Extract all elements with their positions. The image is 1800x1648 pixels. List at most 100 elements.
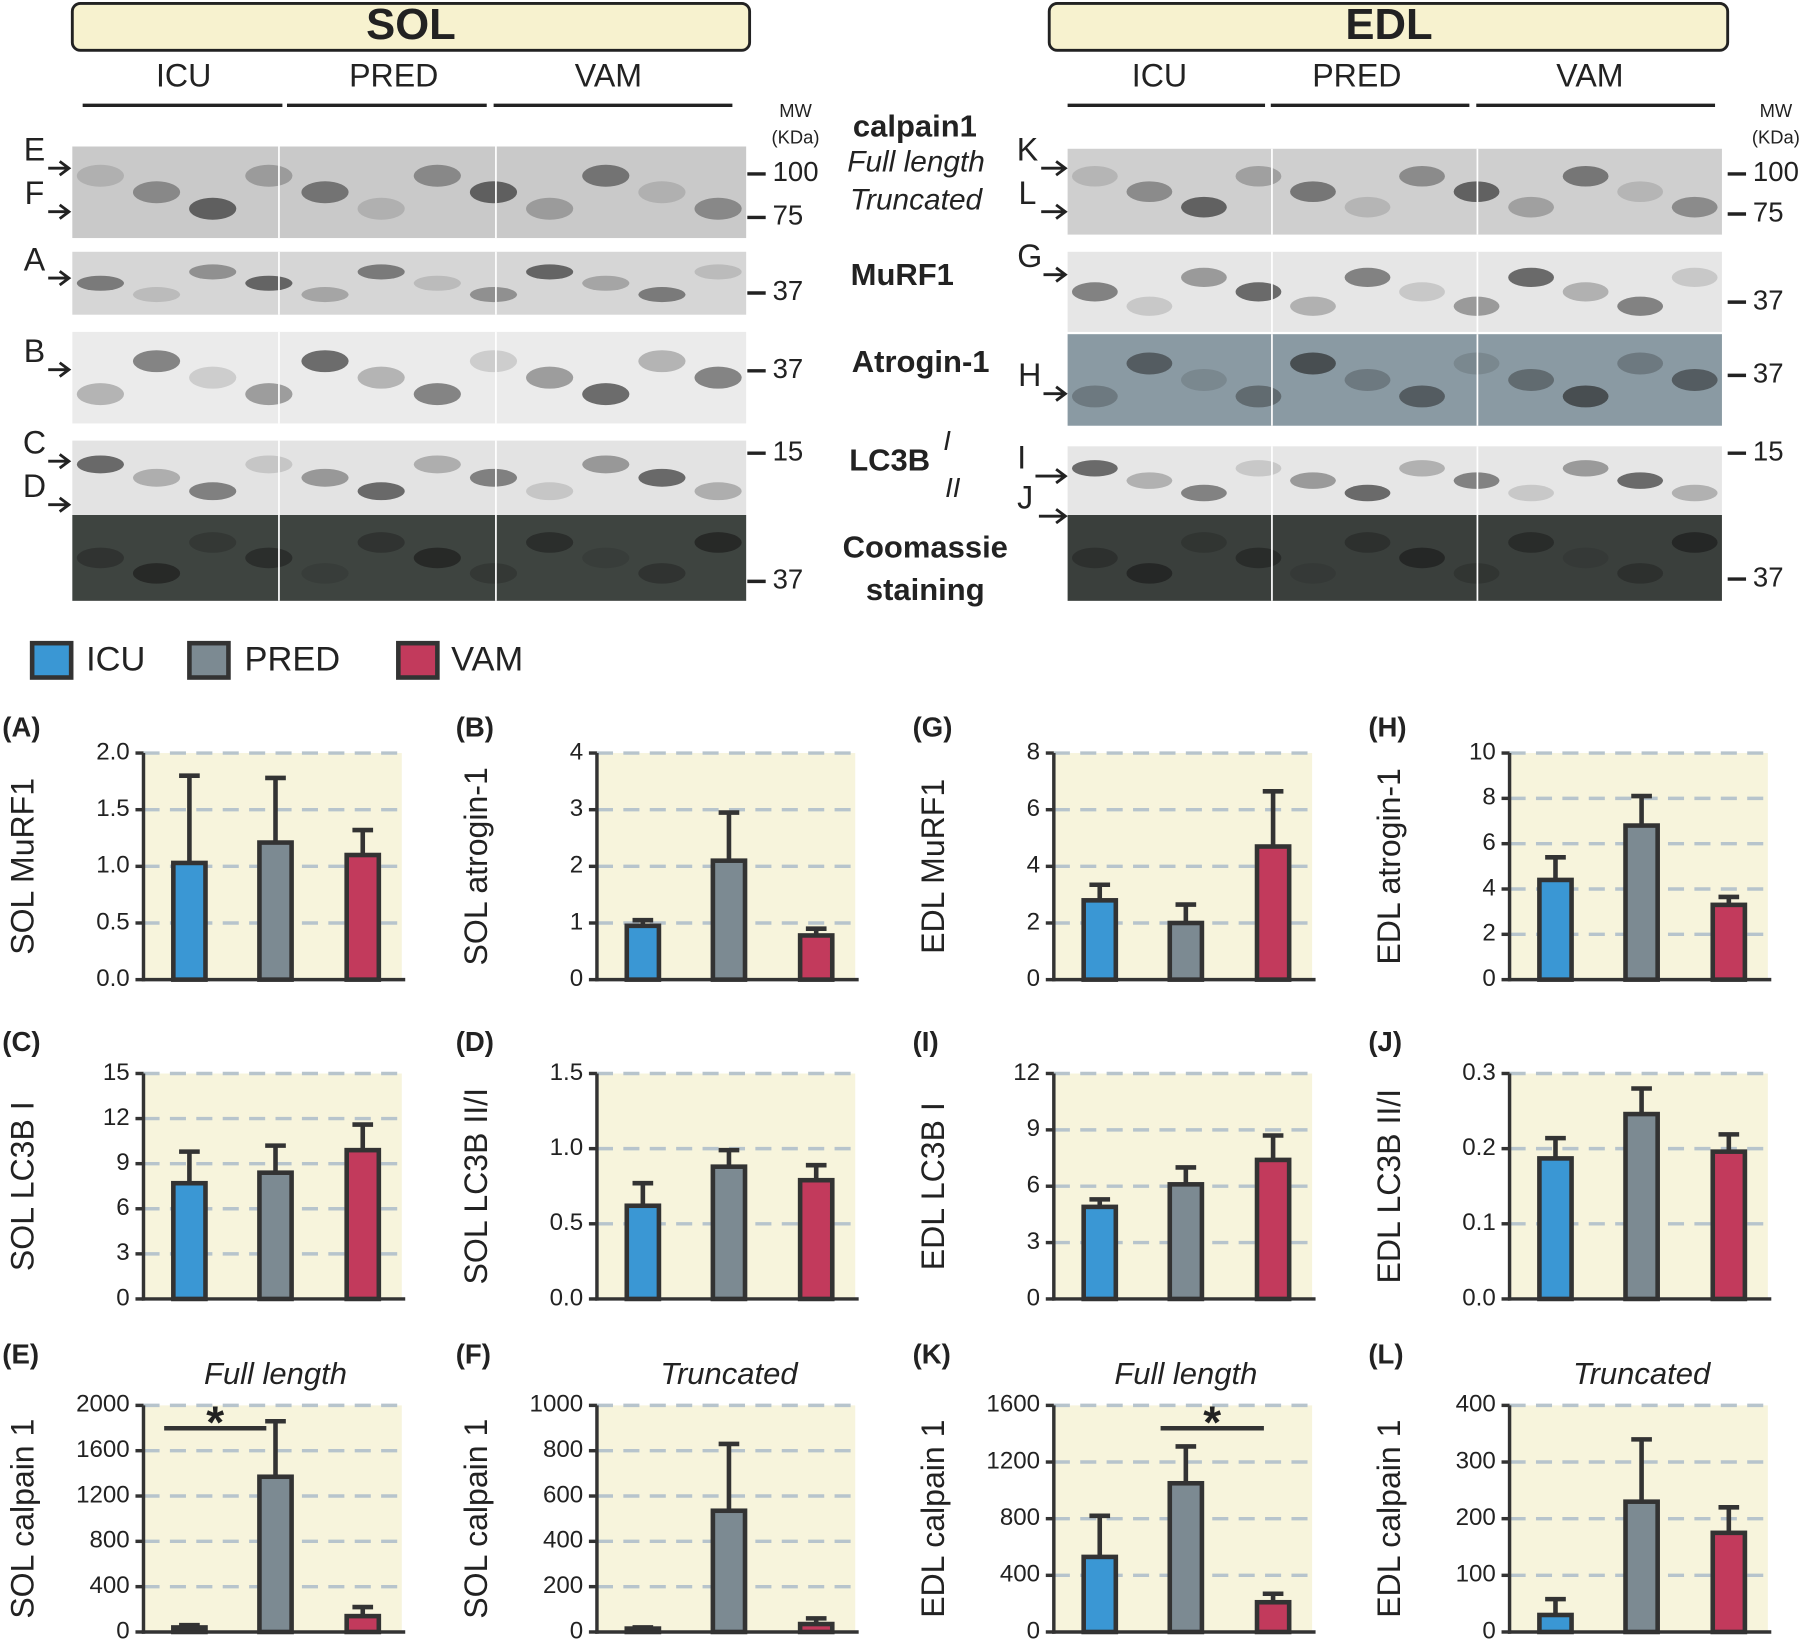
y-tick-label: 3 bbox=[570, 795, 583, 822]
y-tick-label: 6 bbox=[116, 1194, 129, 1221]
blot-band bbox=[301, 563, 349, 584]
y-tick-label: 1 bbox=[570, 908, 583, 935]
bar bbox=[1167, 1182, 1205, 1302]
panel-label: (J) bbox=[1368, 1026, 1402, 1057]
mw-label: MW bbox=[1760, 100, 1793, 121]
blot-band bbox=[469, 350, 518, 373]
blot-band bbox=[1290, 296, 1336, 316]
blot-band bbox=[582, 164, 630, 187]
y-tick-label: 6 bbox=[1482, 829, 1495, 856]
blot-band bbox=[582, 455, 630, 474]
blot-band bbox=[526, 264, 574, 280]
blot-band bbox=[1671, 196, 1718, 218]
y-tick-label: 0 bbox=[116, 1617, 129, 1644]
legend-swatch bbox=[187, 640, 231, 680]
protein-label: MuRF1 bbox=[851, 257, 954, 292]
blot-band bbox=[638, 181, 686, 204]
blot-band bbox=[1181, 267, 1227, 288]
blot-band bbox=[357, 197, 405, 220]
y-tick-label: 0.0 bbox=[96, 965, 130, 992]
chart-subtitle: Truncated bbox=[1573, 1356, 1712, 1391]
blot-band bbox=[1126, 181, 1173, 202]
band-letter: D bbox=[23, 468, 46, 504]
blot-strip bbox=[72, 515, 747, 601]
significance-label: * bbox=[1203, 1397, 1221, 1448]
y-tick-label: 9 bbox=[1027, 1115, 1040, 1142]
y-tick-label: 0 bbox=[570, 1617, 583, 1644]
bar bbox=[710, 1164, 748, 1302]
blot-band bbox=[1617, 352, 1664, 375]
y-tick-label: 1.0 bbox=[96, 852, 130, 879]
bar bbox=[171, 860, 208, 982]
blot-band bbox=[1181, 196, 1227, 218]
blot-band bbox=[1071, 547, 1118, 569]
y-tick-label: 1.5 bbox=[96, 795, 130, 822]
y-tick-label: 100 bbox=[1456, 1561, 1496, 1588]
bar bbox=[1167, 920, 1205, 982]
y-tick-label: 4 bbox=[570, 738, 583, 765]
marker-label: 37 bbox=[773, 275, 804, 306]
y-tick-label: 0.0 bbox=[1462, 1284, 1496, 1311]
marker-label: 15 bbox=[1753, 435, 1784, 466]
blot-band bbox=[1671, 267, 1718, 288]
protein-label: calpain1 bbox=[853, 108, 977, 143]
y-tick-label: 4 bbox=[1027, 852, 1040, 879]
protein-label: II bbox=[945, 472, 961, 503]
blot-band bbox=[132, 563, 181, 584]
band-arrow bbox=[1041, 160, 1068, 177]
blot-band bbox=[1235, 385, 1282, 408]
band-arrow bbox=[1038, 508, 1068, 525]
y-tick-label: 400 bbox=[1000, 1561, 1040, 1588]
y-tick-label: 2 bbox=[1482, 920, 1495, 947]
band-letter: L bbox=[1018, 175, 1036, 211]
blot-strip bbox=[72, 440, 747, 515]
blot-band bbox=[469, 287, 518, 303]
y-axis-label: SOL atrogin-1 bbox=[458, 767, 494, 965]
group-label: VAM bbox=[1556, 57, 1623, 93]
band-letter: K bbox=[1017, 132, 1039, 168]
protein-label: I bbox=[943, 425, 951, 456]
y-tick-label: 1600 bbox=[76, 1436, 130, 1463]
blot-band bbox=[189, 197, 237, 220]
blot-band bbox=[694, 264, 742, 280]
chart-subtitle: Full length bbox=[1114, 1356, 1257, 1391]
y-axis-label: SOL calpain 1 bbox=[458, 1419, 494, 1619]
blot-band bbox=[301, 287, 349, 303]
blot-band bbox=[1508, 532, 1554, 553]
y-tick-label: 15 bbox=[103, 1059, 130, 1086]
band-letter: E bbox=[24, 132, 45, 168]
y-tick-label: 9 bbox=[116, 1149, 129, 1176]
y-axis-label: EDL atrogin-1 bbox=[1371, 768, 1407, 964]
blot-band bbox=[189, 532, 237, 553]
marker-label: 100 bbox=[1753, 156, 1799, 187]
blot-band bbox=[694, 366, 742, 389]
marker-label: 37 bbox=[1753, 358, 1784, 389]
blot-band bbox=[1399, 165, 1445, 187]
blot-band bbox=[76, 455, 124, 474]
y-tick-label: 0 bbox=[570, 965, 583, 992]
blot-band bbox=[694, 197, 742, 220]
band-letter: C bbox=[23, 425, 46, 461]
blot-band bbox=[301, 181, 349, 204]
panel-label: (G) bbox=[913, 711, 953, 742]
y-tick-label: 12 bbox=[103, 1104, 130, 1131]
marker-label: 37 bbox=[1753, 284, 1784, 315]
band-letter: J bbox=[1017, 480, 1033, 516]
y-tick-label: 6 bbox=[1027, 795, 1040, 822]
blot-band bbox=[301, 350, 349, 373]
bar bbox=[1167, 1480, 1205, 1635]
band-arrow bbox=[1043, 385, 1068, 402]
band-arrow bbox=[1043, 266, 1068, 283]
marker-label: 100 bbox=[773, 156, 819, 187]
panel-label: (D) bbox=[456, 1026, 494, 1057]
panel-label: (H) bbox=[1368, 711, 1406, 742]
y-axis-label: EDL calpain 1 bbox=[1371, 1420, 1407, 1618]
panel-label: (K) bbox=[913, 1338, 951, 1369]
blot-band bbox=[76, 164, 124, 187]
blot-band bbox=[1508, 368, 1554, 391]
blot-band bbox=[1071, 385, 1118, 408]
marker-label: 75 bbox=[773, 200, 804, 231]
y-tick-label: 1200 bbox=[76, 1481, 130, 1508]
band-letter: F bbox=[25, 175, 45, 211]
